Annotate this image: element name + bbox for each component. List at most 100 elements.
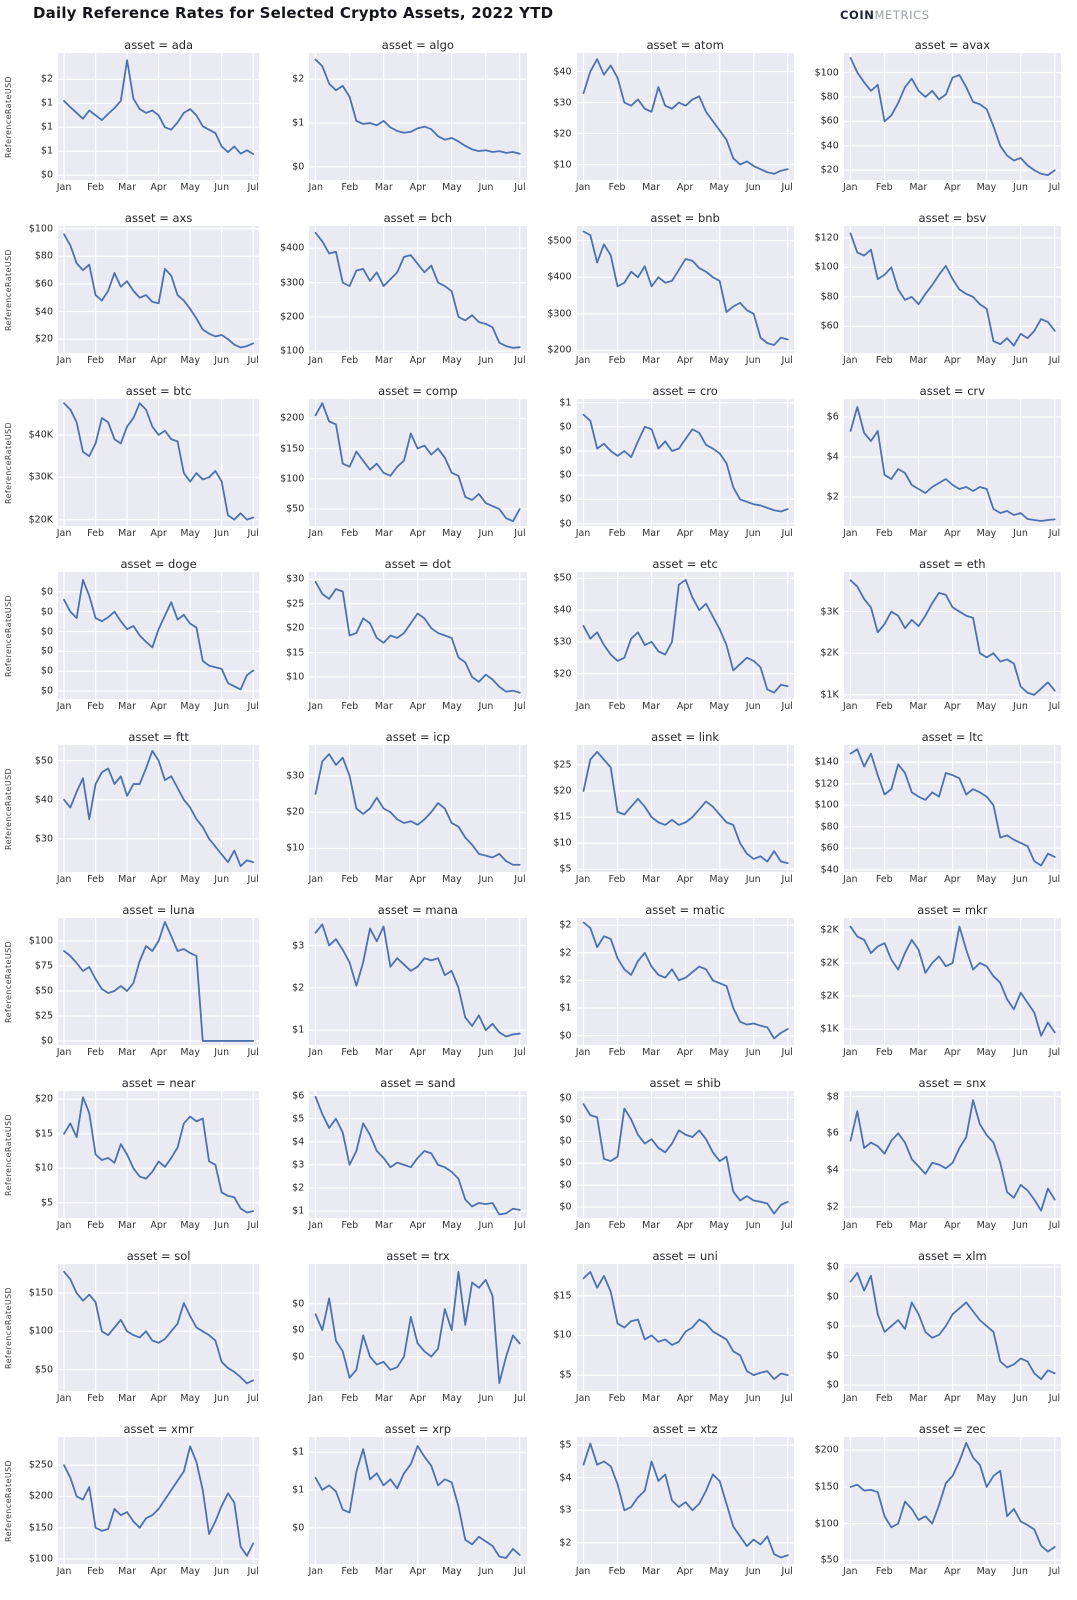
x-axis-tick: Apr [409, 1047, 427, 1058]
x-axis-tick: Jul [1048, 1220, 1061, 1231]
subplot-xtz: asset = xtz $5 $4 $3 $2 Jan Feb Mar Apr May Jun Jul [535, 1418, 802, 1591]
y-axis-tick: $0 [559, 445, 572, 457]
plot-area: $200 $150 $100 $50 [280, 399, 527, 526]
y-axis-tick: $0 [292, 1324, 305, 1336]
y-axis-tick: $4 [826, 451, 839, 463]
series-line [583, 415, 787, 512]
plot-area: $150 $100 $50 [29, 1264, 260, 1391]
y-axis-tick: $100 [28, 1553, 53, 1565]
x-axis-tick: Jul [781, 874, 793, 885]
y-axis-tick: $0 [559, 469, 572, 481]
x-axis-tick: Jul [514, 1566, 526, 1577]
plot-area: $30 $20 $10 [286, 745, 527, 872]
x-axis-tick: Apr [150, 874, 167, 885]
y-axis-tick: $60 [34, 278, 53, 290]
plot-area: $400 $300 $200 $100 [280, 226, 527, 357]
x-axis: Jan Feb Mar Apr May Jun Jul [842, 353, 1061, 367]
plot-area: $0 $0 $0 $0 $0 [827, 1262, 1061, 1391]
x-axis-tick: Jul [514, 355, 526, 366]
x-axis-tick: Jul [1048, 1393, 1061, 1404]
x-axis-tick: Jun [214, 355, 230, 366]
chart-canvas [577, 53, 794, 180]
plot-area: $0 $0 $0 [292, 1264, 527, 1391]
y-axis-tick: $25 [34, 1010, 53, 1022]
y-axis-tick: $10 [553, 1329, 572, 1341]
series-line [850, 749, 1054, 865]
x-axis-tick: Apr [409, 1220, 427, 1231]
y-axis-tick: $1K [820, 689, 839, 701]
x-axis-tick: May [976, 1566, 997, 1577]
x-axis-tick: Jul [514, 528, 526, 539]
subplot-title: asset = uni [652, 1249, 718, 1263]
x-axis: Jan Feb Mar Apr May Jun Jul [308, 526, 526, 540]
x-axis-tick: Jun [478, 182, 494, 193]
x-axis-tick: May [709, 1393, 729, 1404]
x-axis-tick: Feb [341, 528, 359, 539]
subplot-title: asset = bch [383, 211, 453, 225]
x-axis-tick: Apr [944, 182, 961, 193]
plot-area: $15 $10 $5 [553, 1264, 794, 1391]
subplot-matic: asset = matic $2 $2 $2 $1 $0 Jan Feb Mar Apr May Ju… [535, 899, 802, 1072]
plot-area: $3K $2K $1K [820, 572, 1061, 700]
y-axis-tick: $120 [814, 778, 839, 790]
y-axis-tick: $0 [40, 586, 53, 598]
subplot-ftt: asset = ftt $50 $40 $30 Jan Feb Mar Apr May Jun Ju… [0, 726, 267, 899]
subplot-title: asset = avax [914, 38, 991, 52]
x-axis-tick: Feb [87, 528, 104, 539]
x-axis-tick: Mar [642, 874, 661, 885]
subplot-title: asset = sol [126, 1249, 191, 1263]
y-axis-tick: $100 [814, 1518, 839, 1530]
x-axis-tick: Mar [374, 1393, 393, 1404]
series-line [316, 582, 520, 693]
x-axis-tick: Apr [944, 1047, 961, 1058]
y-axis-tick: $120 [814, 232, 839, 244]
y-axis-tick: $0 [40, 645, 53, 657]
y-axis-tick: $6 [826, 411, 839, 423]
y-axis-tick: $0 [826, 1379, 839, 1391]
x-axis-tick: Jul [247, 528, 259, 539]
page-title: Daily Reference Rates for Selected Crypt… [33, 4, 554, 22]
plot-area: $200 $150 $100 $50 [815, 1437, 1061, 1566]
x-axis-tick: Mar [118, 701, 137, 712]
series-line [583, 1444, 787, 1558]
subplot-mana: asset = mana $3 $2 $1 Jan Feb Mar Apr May Jun Jul [267, 899, 534, 1072]
x-axis-tick: Jul [781, 1047, 793, 1058]
series-line [64, 1097, 253, 1212]
series-line [583, 231, 787, 344]
x-axis-tick: Jan [575, 355, 591, 366]
plot-area: $25 $20 $15 $10 $5 [553, 745, 794, 875]
x-axis-tick: Feb [87, 1566, 104, 1577]
subplot-bsv: asset = bsv $120 $100 $80 $60 Jan Feb Mar Apr May… [802, 207, 1069, 380]
y-axis-tick: $1 [559, 397, 572, 409]
chart-canvas [844, 226, 1061, 353]
y-axis-tick: $0 [826, 1291, 839, 1302]
plot-area: $100 $80 $60 $40 $20 [815, 53, 1061, 180]
x-axis-tick: Jul [1048, 701, 1061, 712]
y-axis-tick: $0 [292, 1522, 305, 1534]
plot-area: $0 $0 $0 $0 $0 $0 [559, 1091, 794, 1218]
x-axis-tick: Jun [1013, 1393, 1028, 1404]
x-axis: Jan Feb Mar Apr May Jun Jul [843, 1564, 1061, 1578]
series-line [64, 60, 253, 154]
x-axis-tick: Jan [308, 1566, 324, 1577]
x-axis-tick: Mar [909, 874, 928, 885]
x-axis-tick: May [442, 1220, 462, 1231]
subplot-link: asset = link $25 $20 $15 $10 $5 Jan Feb Mar Apr Ma… [535, 726, 802, 899]
subplot-algo: asset = algo $2 $1 $0 Jan Feb Mar Apr May Jun Jul [267, 34, 534, 207]
x-axis-tick: Mar [118, 1566, 137, 1577]
y-axis-tick: $20 [34, 1093, 53, 1105]
y-axis-label: ReferenceRateUSD [4, 1459, 13, 1542]
x-axis-tick: May [442, 1047, 462, 1058]
y-axis-tick: $1 [292, 1484, 305, 1496]
plot-area: $120 $100 $80 $60 [815, 226, 1061, 353]
x-axis-tick: Jan [842, 355, 858, 366]
x-axis-tick: Mar [642, 1047, 661, 1058]
y-axis-tick: $30 [34, 833, 53, 845]
subplot-sand: asset = sand $6 $5 $4 $3 $2 $1 Jan Feb Mar Apr May J… [267, 1072, 534, 1245]
x-axis: Jan Feb Mar Apr May Jun Jul [57, 1564, 259, 1578]
subplot-xlm: asset = xlm $0 $0 $0 $0 $0 Jan Feb Mar Apr May Jun J… [802, 1245, 1069, 1418]
series-line [850, 1443, 1054, 1552]
x-axis-tick: May [442, 355, 462, 366]
subplot-crv: asset = crv $6 $4 $2 Jan Feb Mar Apr May Jun Jul [802, 380, 1069, 553]
series-line [583, 59, 787, 174]
